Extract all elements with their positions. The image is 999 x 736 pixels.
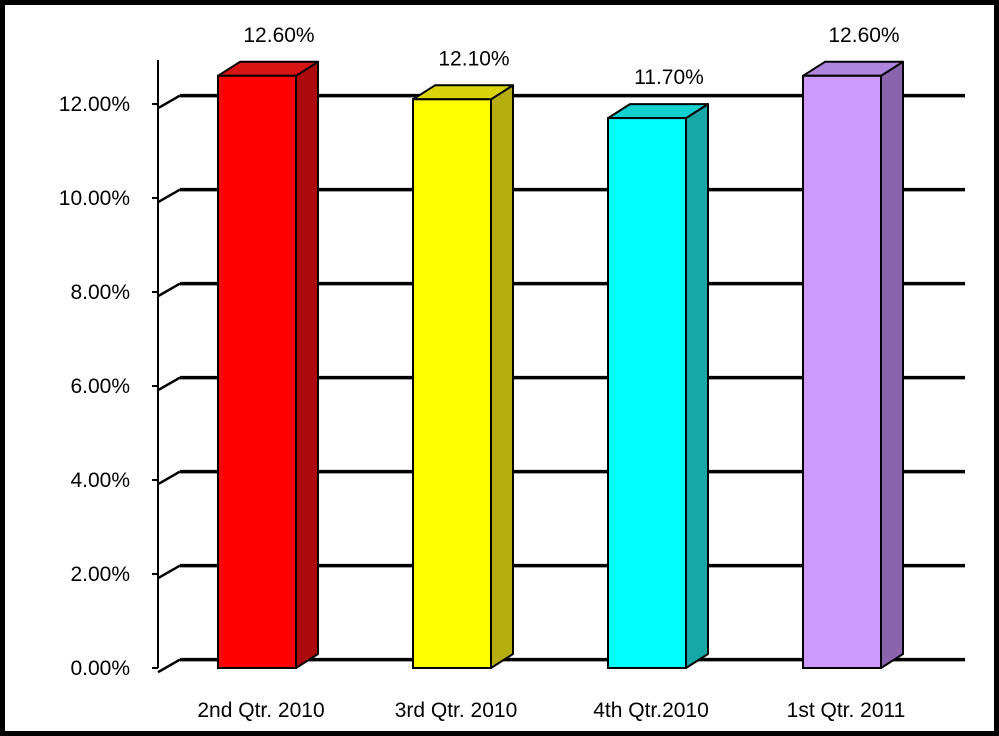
bar [412,84,514,670]
category-label: 2nd Qtr. 2010 [197,699,324,722]
bar-side [685,103,709,669]
y-tick-label: 12.00% [59,93,130,116]
y-axis [152,60,159,669]
data-label: 12.60% [828,24,899,47]
category-label: 4th Qtr.2010 [593,699,709,722]
y-tick-labels: 0.00% 2.00% 4.00% 6.00% 8.00% 10.00% 12.00% [59,93,130,680]
y-tick-label: 10.00% [59,187,130,210]
bar-side [880,60,904,669]
bar [217,60,319,670]
y-tick-label: 8.00% [70,281,130,304]
bar-front [607,117,687,670]
bar-side [490,84,514,669]
bar [607,103,709,670]
y-tick-label: 2.00% [70,563,130,586]
data-label: 12.10% [438,47,509,70]
category-labels: 2nd Qtr. 2010 3rd Qtr. 2010 4th Qtr.2010 1s… [197,699,905,722]
y-tick-label: 4.00% [70,469,130,492]
bar [802,60,904,670]
category-label: 3rd Qtr. 2010 [395,699,518,722]
bar-side [295,60,319,669]
data-label: 12.60% [243,24,314,47]
bar-front [802,74,882,670]
bar-front [217,74,297,670]
y-tick-label: 0.00% [70,657,130,680]
bars [217,60,904,670]
category-label: 1st Qtr. 2011 [787,699,906,722]
bar-front [412,98,492,670]
data-labels: 12.60% 12.10% 11.70% 12.60% [243,24,899,89]
data-label: 11.70% [634,66,704,89]
y-tick-label: 6.00% [70,375,130,398]
